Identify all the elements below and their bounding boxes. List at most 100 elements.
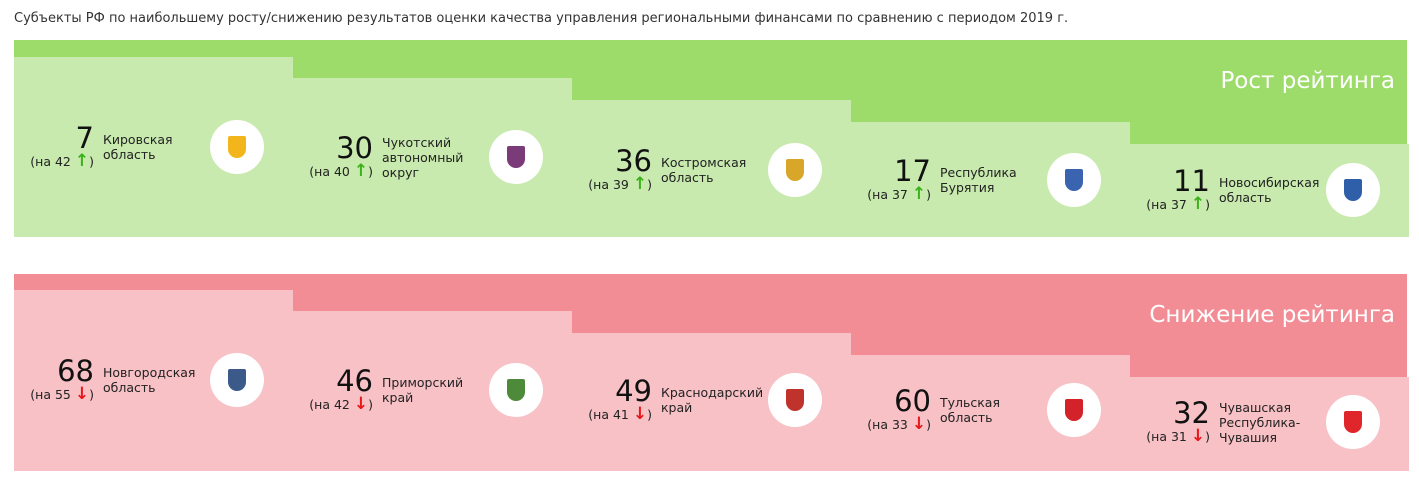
growth-region-item: 7 (на 42 ↑) Кировская область [16, 120, 264, 174]
close-paren: ) [89, 387, 94, 402]
arrow-down-icon: ↓ [74, 384, 90, 404]
rank-value: 49 [615, 374, 652, 408]
region-name: Новгородская область [103, 365, 196, 395]
page-title: Субъекты РФ по наибольшему росту/снижени… [14, 11, 1069, 26]
arrow-up-icon: ↑ [353, 161, 369, 181]
coat-of-arms-icon [507, 146, 525, 168]
emblem-circle [768, 143, 822, 197]
coat-of-arms-icon [1065, 169, 1083, 191]
decline-region-item: 60 (на 33 ↓) Тульская область [853, 383, 1101, 437]
close-paren: ) [368, 397, 373, 412]
rank-change: (на 55 ↓) [30, 384, 94, 404]
emblem-circle [489, 130, 543, 184]
arrow-down-icon: ↓ [911, 414, 927, 434]
rank-change: (на 37 ↑) [867, 184, 931, 204]
region-name: Приморский край [382, 375, 464, 405]
emblem-circle [1326, 163, 1380, 217]
close-paren: ) [1205, 429, 1210, 444]
arrow-down-icon: ↓ [353, 394, 369, 414]
change-value: (на 42 [309, 397, 350, 412]
region-name: Чукотский автономный округ [382, 134, 464, 180]
change-value: (на 42 [30, 154, 71, 169]
rank-value: 7 [75, 121, 94, 155]
close-paren: ) [926, 417, 931, 432]
coat-of-arms-icon [786, 159, 804, 181]
change-value: (на 31 [1146, 429, 1187, 444]
region-name: Костромская область [661, 155, 747, 185]
rank-block: 60 (на 33 ↓) [853, 387, 931, 433]
decline-section: Снижение рейтинга 68 (на 55 ↓) Новгородская… [14, 274, 1409, 471]
decline-region-item: 68 (на 55 ↓) Новгородская область [16, 353, 264, 407]
rank-value: 46 [336, 364, 373, 398]
coat-of-arms-icon [228, 369, 246, 391]
growth-region-item: 30 (на 40 ↑) Чукотский автономный округ [295, 130, 543, 184]
emblem-circle [210, 120, 264, 174]
region-name: Тульская область [940, 395, 1000, 425]
rank-change: (на 42 ↑) [30, 151, 94, 171]
rank-value: 32 [1173, 396, 1210, 430]
rank-block: 32 (на 31 ↓) [1132, 399, 1210, 445]
change-value: (на 33 [867, 417, 908, 432]
close-paren: ) [1205, 197, 1210, 212]
decline-label: Снижение рейтинга [1149, 302, 1395, 328]
rank-value: 17 [894, 154, 931, 188]
coat-of-arms-icon [1065, 399, 1083, 421]
change-value: (на 55 [30, 387, 71, 402]
arrow-up-icon: ↑ [1190, 194, 1206, 214]
change-value: (на 37 [1146, 197, 1187, 212]
close-paren: ) [368, 164, 373, 179]
change-value: (на 40 [309, 164, 350, 179]
growth-label: Рост рейтинга [1220, 68, 1395, 94]
region-name: Кировская область [103, 132, 173, 162]
growth-section: Рост рейтинга 7 (на 42 ↑) Кировская область… [14, 40, 1409, 237]
emblem-circle [1326, 395, 1380, 449]
emblem-circle [1047, 383, 1101, 437]
emblem-circle [489, 363, 543, 417]
region-name: Новосибирская область [1219, 175, 1320, 205]
arrow-up-icon: ↑ [74, 151, 90, 171]
rank-block: 30 (на 40 ↑) [295, 134, 373, 180]
rank-change: (на 40 ↑) [309, 161, 373, 181]
close-paren: ) [647, 407, 652, 422]
rank-change: (на 31 ↓) [1146, 426, 1210, 446]
rank-block: 7 (на 42 ↑) [16, 124, 94, 170]
rank-change: (на 37 ↑) [1146, 194, 1210, 214]
growth-region-item: 11 (на 37 ↑) Новосибирская область [1132, 163, 1380, 217]
arrow-down-icon: ↓ [632, 404, 648, 424]
growth-region-item: 17 (на 37 ↑) Республика Бурятия [853, 153, 1101, 207]
rank-block: 11 (на 37 ↑) [1132, 167, 1210, 213]
rank-value: 60 [894, 384, 931, 418]
rank-change: (на 33 ↓) [867, 414, 931, 434]
coat-of-arms-icon [1344, 179, 1362, 201]
decline-region-item: 46 (на 42 ↓) Приморский край [295, 363, 543, 417]
arrow-up-icon: ↑ [911, 184, 927, 204]
change-value: (на 37 [867, 187, 908, 202]
coat-of-arms-icon [786, 389, 804, 411]
rank-value: 68 [57, 354, 94, 388]
rank-value: 36 [615, 144, 652, 178]
rank-change: (на 41 ↓) [588, 404, 652, 424]
arrow-up-icon: ↑ [632, 174, 648, 194]
decline-region-item: 32 (на 31 ↓) Чувашская Республика-Чувашия [1132, 395, 1380, 449]
rank-value: 11 [1173, 164, 1210, 198]
emblem-circle [210, 353, 264, 407]
rank-value: 30 [336, 131, 373, 165]
emblem-circle [768, 373, 822, 427]
coat-of-arms-icon [1344, 411, 1362, 433]
rank-block: 49 (на 41 ↓) [574, 377, 652, 423]
coat-of-arms-icon [507, 379, 525, 401]
emblem-circle [1047, 153, 1101, 207]
change-value: (на 41 [588, 407, 629, 422]
close-paren: ) [89, 154, 94, 169]
coat-of-arms-icon [228, 136, 246, 158]
region-name: Краснодарский край [661, 385, 764, 415]
change-value: (на 39 [588, 177, 629, 192]
arrow-down-icon: ↓ [1190, 426, 1206, 446]
close-paren: ) [647, 177, 652, 192]
rank-block: 36 (на 39 ↑) [574, 147, 652, 193]
decline-region-item: 49 (на 41 ↓) Краснодарский край [574, 373, 822, 427]
rank-block: 46 (на 42 ↓) [295, 367, 373, 413]
region-name: Чувашская Республика-Чувашия [1219, 399, 1301, 445]
close-paren: ) [926, 187, 931, 202]
rank-block: 68 (на 55 ↓) [16, 357, 94, 403]
